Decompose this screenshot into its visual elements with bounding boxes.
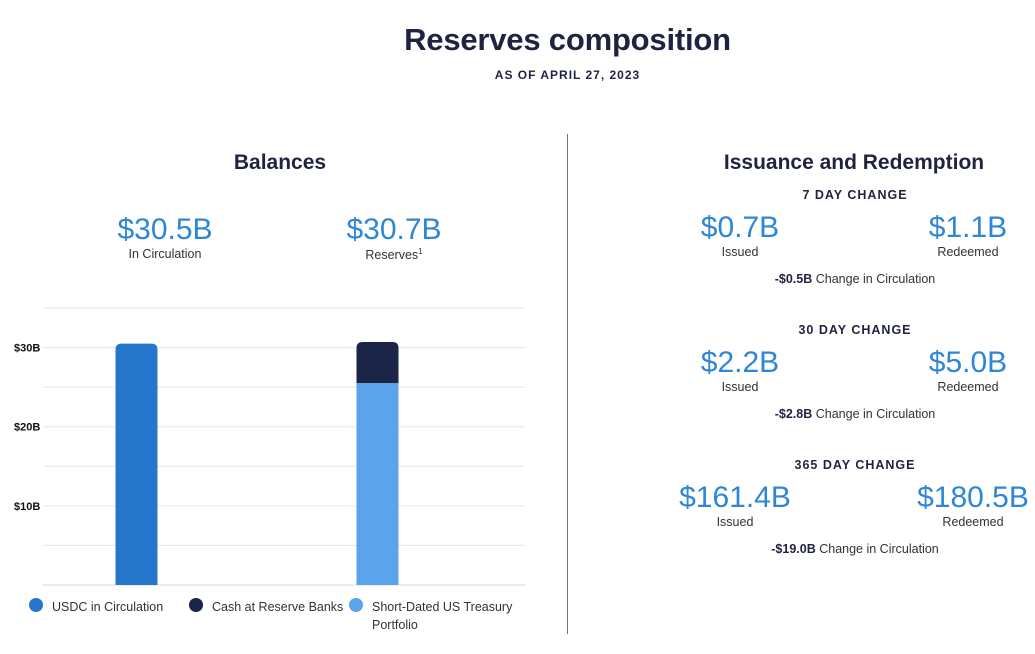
period-title: 30 DAY CHANGE bbox=[798, 323, 912, 337]
redeemed-stat: $5.0B Redeemed bbox=[913, 346, 1023, 395]
period-title: 7 DAY CHANGE bbox=[802, 188, 908, 202]
circulation-value: $30.5B bbox=[117, 213, 213, 246]
legend-swatch-treasury bbox=[349, 598, 363, 612]
as-of-date: AS OF APRIL 27, 2023 bbox=[494, 68, 641, 82]
issued-value: $0.7B bbox=[700, 211, 780, 244]
reserves-value: $30.7B bbox=[346, 213, 442, 246]
change-label: Change in Circulation bbox=[815, 407, 936, 421]
circulation-label: In Circulation bbox=[128, 247, 202, 261]
redeemed-value: $180.5B bbox=[917, 481, 1029, 514]
legend-label-usdc: USDC in Circulation bbox=[52, 600, 164, 614]
legend-label-cash: Cash at Reserve Banks bbox=[212, 600, 344, 614]
legend-item-usdc: USDC in Circulation bbox=[29, 598, 163, 616]
legend-swatch-usdc bbox=[29, 598, 43, 612]
page-header: Reserves composition AS OF APRIL 27, 202… bbox=[0, 22, 1035, 82]
redeemed-value: $5.0B bbox=[928, 346, 1008, 379]
issued-value: $2.2B bbox=[700, 346, 780, 379]
redeemed-label: Redeemed bbox=[937, 380, 999, 394]
change-value: -$0.5B bbox=[774, 272, 813, 286]
bar-segment bbox=[115, 343, 158, 585]
redeemed-value: $1.1B bbox=[928, 211, 1008, 244]
circulation-change: -$0.5B Change in Circulation bbox=[685, 272, 1025, 286]
legend-label-treasury: Short-Dated US Treasury Portfolio bbox=[372, 600, 513, 632]
redeemed-label: Redeemed bbox=[937, 245, 999, 259]
period-title: 365 DAY CHANGE bbox=[794, 458, 916, 472]
bar-segment bbox=[356, 342, 399, 384]
bar-segment bbox=[356, 383, 399, 585]
reserves-footnote: 1 bbox=[418, 247, 423, 256]
reserves-stat: $30.7B Reserves1 bbox=[324, 213, 464, 263]
circulation-change: -$2.8B Change in Circulation bbox=[685, 407, 1025, 421]
circulation-change: -$19.0B Change in Circulation bbox=[685, 542, 1025, 556]
issued-label: Issued bbox=[721, 380, 759, 394]
redeemed-stat: $1.1B Redeemed bbox=[913, 211, 1023, 260]
y-tick-label: $30B bbox=[14, 343, 40, 355]
section-divider bbox=[567, 134, 568, 634]
page-title: Reserves composition bbox=[404, 22, 731, 57]
change-label: Change in Circulation bbox=[815, 272, 936, 286]
issued-stat: $161.4B Issued bbox=[675, 481, 795, 530]
redeemed-label: Redeemed bbox=[942, 515, 1004, 529]
change-value: -$2.8B bbox=[774, 407, 813, 421]
y-tick-label: $20B bbox=[14, 422, 40, 434]
legend-swatch-cash bbox=[189, 598, 203, 612]
issued-stat: $0.7B Issued bbox=[685, 211, 795, 260]
issuance-title: Issuance and Redemption bbox=[723, 151, 985, 174]
issued-label: Issued bbox=[721, 245, 759, 259]
reserves-label: Reserves bbox=[365, 248, 419, 263]
issued-value: $161.4B bbox=[679, 481, 791, 514]
legend-item-treasury: Short-Dated US Treasury Portfolio bbox=[349, 598, 519, 634]
balances-chart: $10B $20B $30B bbox=[14, 307, 525, 586]
legend-item-cash: Cash at Reserve Banks bbox=[189, 598, 343, 616]
issued-stat: $2.2B Issued bbox=[685, 346, 795, 395]
change-value: -$19.0B bbox=[771, 542, 816, 556]
reserves-label-wrap: Reserves1 bbox=[324, 247, 464, 262]
balances-title: Balances bbox=[233, 151, 327, 174]
redeemed-stat: $180.5B Redeemed bbox=[913, 481, 1033, 530]
issued-label: Issued bbox=[716, 515, 754, 529]
change-label: Change in Circulation bbox=[819, 542, 939, 556]
circulation-stat: $30.5B In Circulation bbox=[95, 213, 235, 262]
y-tick-label: $10B bbox=[14, 501, 40, 513]
